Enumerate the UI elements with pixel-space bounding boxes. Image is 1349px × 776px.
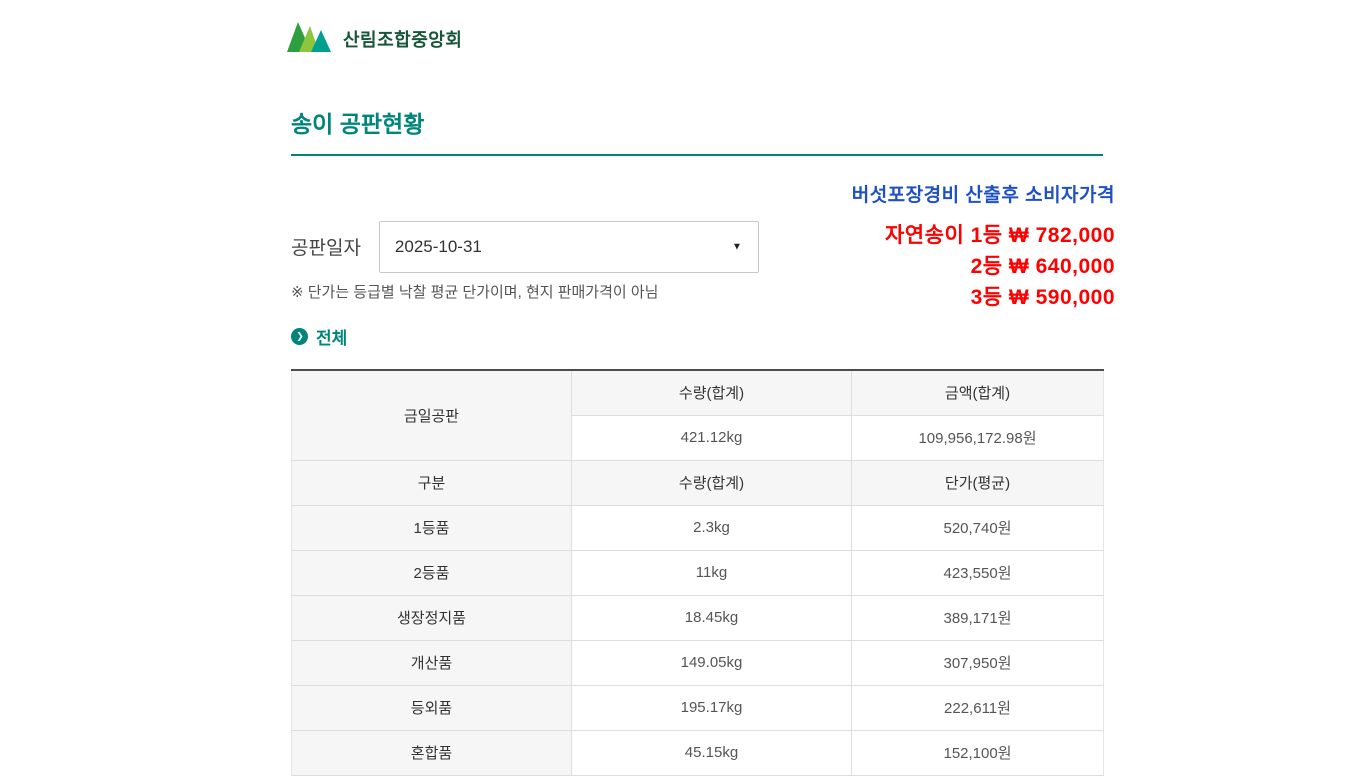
today-label-cell: 금일공판 [291, 369, 572, 461]
price-line-grade2: 2등 ₩ 640,000 [970, 255, 1115, 278]
grade-col-header-cell: 구분 [291, 459, 572, 506]
grade-price-cell: 222,611원 [851, 684, 1104, 731]
grade-price-cell: 152,100원 [851, 729, 1104, 776]
today-qty-header-cell: 수량(합계) [571, 369, 852, 416]
grade-qty-cell: 18.45kg [571, 594, 852, 641]
auction-date-form: 공판일자 2025-10-31 ▼ [291, 180, 759, 313]
top-row: 공판일자 2025-10-31 ▼ 버섯포장경비 산출후 소비자가격 자연송이 … [291, 180, 1115, 313]
auction-date-value: 2025-10-31 [394, 236, 482, 256]
grade-label-cell: 2등품 [291, 549, 572, 596]
auction-date-label: 공판일자 [291, 238, 361, 259]
table-row-today-header: 금일공판 수량(합계) 금액(합계) [291, 369, 1104, 461]
notice-heading: 버섯포장경비 산출후 소비자가격 [851, 185, 1115, 206]
chevron-right-circle-icon: ❯ [291, 328, 308, 345]
grade-label-cell: 1등품 [291, 504, 572, 551]
today-qty-cell: 421.12kg [571, 414, 852, 461]
auction-table: 금일공판 수량(합계) 금액(합계) 421.12kg 109,956,172.… [291, 369, 1104, 776]
logo-text: 산림조합중앙회 [343, 29, 463, 50]
main-content: 송이 공판현황 공판일자 2025-10-31 ▼ 버섯포장경비 산출후 소비자… [291, 105, 1115, 776]
grade-price-cell: 389,171원 [851, 594, 1104, 641]
qty-col-header-cell: 수량(합계) [571, 459, 852, 506]
today-amount-header-cell: 금액(합계) [851, 369, 1104, 416]
table-row-growth-stopped: 생장정지품 18.45kg 389,171원 [291, 594, 1104, 641]
grade-qty-cell: 45.15kg [571, 729, 852, 776]
table-row-grade2: 2등품 11kg 423,550원 [291, 549, 1104, 596]
unit-price-note: ※ 단가는 등급별 낙찰 평균 단가이며, 현지 판매가격이 아님 [291, 284, 659, 301]
grade-price-cell: 520,740원 [851, 504, 1104, 551]
grade-price-cell: 423,550원 [851, 549, 1104, 596]
grade-qty-cell: 11kg [571, 549, 852, 596]
price-line-grade1: 자연송이 1등 ₩ 782,000 [884, 224, 1115, 247]
price-col-header-cell: 단가(평균) [851, 459, 1104, 506]
grade-label-cell: 등외품 [291, 684, 572, 731]
grade-label-cell: 생장정지품 [291, 594, 572, 641]
today-amount-cell: 109,956,172.98원 [851, 414, 1104, 461]
forest-logo-icon [283, 16, 335, 61]
site-header: 산림조합중앙회 [0, 0, 1349, 61]
table-row-mixed: 혼합품 45.15kg 152,100원 [291, 729, 1104, 776]
site-logo[interactable]: 산림조합중앙회 [283, 16, 462, 61]
tab-all[interactable]: ❯ 전체 [291, 324, 1103, 349]
table-row-opened: 개산품 149.05kg 307,950원 [291, 639, 1104, 686]
tab-all-label: 전체 [316, 329, 348, 348]
table-row-grade1: 1등품 2.3kg 520,740원 [291, 504, 1104, 551]
consumer-price-notice: 버섯포장경비 산출후 소비자가격 자연송이 1등 ₩ 782,000 2등 ₩ … [785, 180, 1115, 313]
table-row-grade-header: 구분 수량(합계) 단가(평균) [291, 459, 1104, 506]
grade-qty-cell: 2.3kg [571, 504, 852, 551]
page-title: 송이 공판현황 [291, 105, 1103, 156]
grade-label-cell: 혼합품 [291, 729, 572, 776]
price-line-grade3: 3등 ₩ 590,000 [970, 286, 1115, 309]
table-row-today-values: 421.12kg 109,956,172.98원 [292, 414, 1104, 461]
auction-date-select[interactable]: 2025-10-31 ▼ [378, 220, 759, 273]
grade-qty-cell: 195.17kg [571, 684, 852, 731]
grade-price-cell: 307,950원 [851, 639, 1104, 686]
grade-qty-cell: 149.05kg [571, 639, 852, 686]
grade-label-cell: 개산품 [291, 639, 572, 686]
table-row-offgrade: 등외품 195.17kg 222,611원 [291, 684, 1104, 731]
select-caret-down-icon: ▼ [732, 241, 742, 252]
